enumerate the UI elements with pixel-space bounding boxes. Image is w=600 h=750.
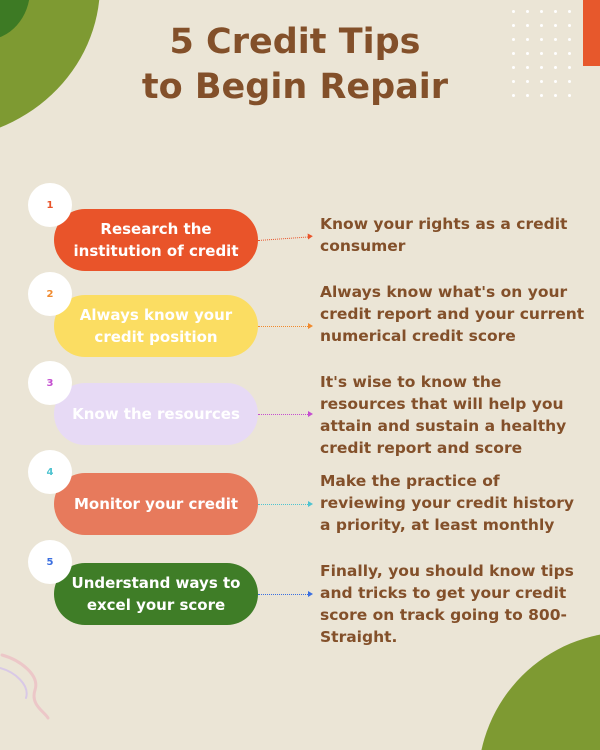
decorative-dot: [526, 94, 529, 97]
decorative-dot: [568, 24, 571, 27]
decorative-accent-bar: [583, 0, 600, 66]
decorative-dot: [512, 38, 515, 41]
title-line-1: 5 Credit Tips: [169, 22, 421, 62]
decorative-dot: [568, 66, 571, 69]
tip-pill: Know the resources: [54, 383, 258, 445]
decorative-dot: [568, 38, 571, 41]
step-number-badge: 3: [28, 361, 72, 405]
step-number-badge: 4: [28, 450, 72, 494]
decorative-dot: [540, 52, 543, 55]
connector-arrow: [258, 501, 313, 507]
decorative-dot: [526, 80, 529, 83]
decorative-squiggle: [0, 653, 50, 720]
tip-description: Finally, you should know tips and tricks…: [320, 562, 574, 646]
decorative-dot: [554, 10, 557, 13]
step-number: 3: [46, 377, 54, 389]
decorative-dot: [526, 52, 529, 55]
tip-pill: Understand ways to excel your score: [54, 563, 258, 625]
decorative-dot: [554, 52, 557, 55]
decorative-dot: [540, 66, 543, 69]
decorative-dot: [554, 66, 557, 69]
connector-arrow: [258, 323, 313, 329]
decorative-dot: [526, 10, 529, 13]
tip-pill: Always know your credit position: [54, 295, 258, 357]
decorative-dot: [540, 38, 543, 41]
tip-description: Know your rights as a credit consumer: [320, 215, 568, 255]
tip-description: It's wise to know the resources that wil…: [320, 373, 567, 457]
connector-arrow: [257, 233, 314, 241]
decorative-dot: [568, 52, 571, 55]
tip-description: Make the practice of reviewing your cred…: [320, 472, 575, 534]
tip-label: Understand ways to excel your score: [71, 574, 241, 614]
decorative-dot: [512, 66, 515, 69]
step-number-badge: 5: [28, 540, 72, 584]
connector-arrow: [258, 411, 313, 417]
tip-pill: Monitor your credit: [54, 473, 258, 535]
decorative-dot: [526, 38, 529, 41]
title-line-2: to Begin Repair: [141, 67, 449, 107]
connector-arrow: [258, 591, 313, 597]
tip-description: Always know what's on your credit report…: [320, 283, 585, 345]
decorative-dot-grid: [512, 10, 576, 110]
decorative-dot: [540, 24, 543, 27]
decorative-dot: [568, 10, 571, 13]
decorative-blob-bottom-right: [478, 632, 600, 750]
decorative-dot: [554, 94, 557, 97]
arrow-head-icon: [307, 233, 314, 240]
decorative-dot: [568, 80, 571, 83]
decorative-dot: [512, 24, 515, 27]
tip-label: Monitor your credit: [73, 495, 239, 513]
page-title: 5 Credit Tips to Begin Repair: [60, 20, 530, 110]
step-number: 4: [46, 466, 54, 478]
step-number-badge: 1: [28, 183, 72, 227]
decorative-dot: [540, 94, 543, 97]
arrow-head-icon: [308, 323, 313, 329]
arrow-head-icon: [308, 411, 313, 417]
decorative-dot: [512, 80, 515, 83]
tip-label: Always know your credit position: [79, 306, 233, 346]
decorative-dot: [540, 80, 543, 83]
step-number: 2: [46, 288, 54, 300]
decorative-dot: [568, 94, 571, 97]
step-number: 1: [46, 199, 54, 211]
decorative-dot: [526, 66, 529, 69]
decorative-dot: [540, 10, 543, 13]
decorative-dot: [512, 52, 515, 55]
tip-pill: Research the institution of credit: [54, 209, 258, 271]
decorative-dot: [554, 24, 557, 27]
arrow-head-icon: [308, 591, 313, 597]
decorative-dot: [554, 80, 557, 83]
decorative-dot: [512, 10, 515, 13]
decorative-dot: [512, 94, 515, 97]
decorative-dot: [554, 38, 557, 41]
tip-label: Research the institution of credit: [73, 220, 239, 260]
step-number-badge: 2: [28, 272, 72, 316]
decorative-dot: [526, 24, 529, 27]
arrow-head-icon: [308, 501, 313, 507]
tip-label: Know the resources: [72, 405, 240, 423]
step-number: 5: [46, 556, 54, 568]
